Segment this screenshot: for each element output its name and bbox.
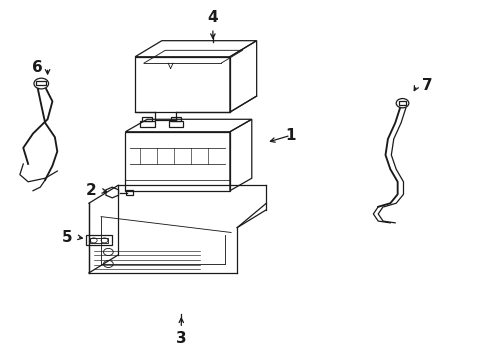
Text: 4: 4 [207, 10, 218, 25]
Bar [86, 235, 112, 246]
Text: 1: 1 [285, 128, 295, 143]
Bar [398, 101, 406, 105]
Bar [36, 81, 46, 85]
Bar [90, 238, 108, 243]
Bar [171, 117, 181, 121]
Text: 5: 5 [61, 230, 72, 245]
Text: 2: 2 [86, 183, 97, 198]
Bar [125, 190, 133, 195]
Text: 6: 6 [32, 60, 43, 75]
Bar [140, 121, 154, 127]
Bar [142, 117, 152, 121]
Text: 3: 3 [176, 332, 186, 346]
Text: 7: 7 [421, 78, 431, 93]
Bar [169, 121, 183, 127]
